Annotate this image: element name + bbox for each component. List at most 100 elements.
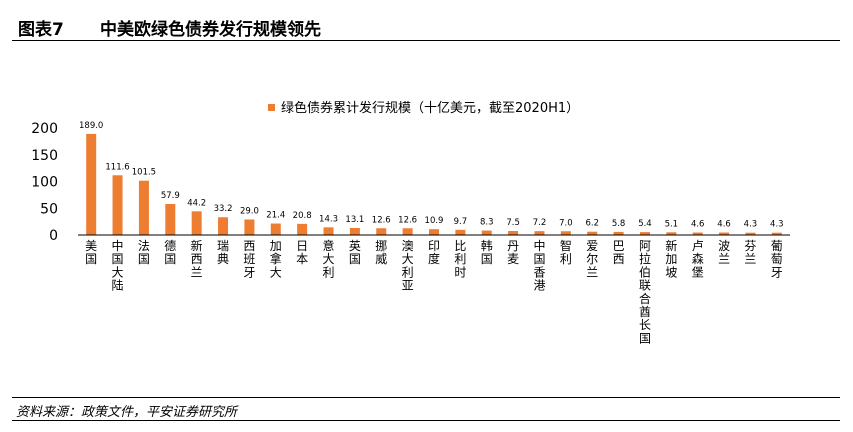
bar (138, 180, 149, 235)
figure-header: 图表7 中美欧绿色债券发行规模领先 (12, 10, 840, 41)
x-tick-label: 本 (296, 252, 308, 266)
legend-label: 绿色债券累计发行规模（十亿美元，截至2020H1） (281, 100, 579, 116)
x-tick-label: 巴 (613, 239, 625, 253)
bar (349, 227, 360, 235)
bar (587, 231, 598, 235)
data-label: 4.3 (770, 220, 784, 230)
x-tick-label: 美 (85, 239, 97, 253)
x-tick-label: 香 (533, 265, 545, 279)
bar (613, 231, 624, 235)
x-tick-label: 芬 (744, 239, 756, 253)
figure-footer: 资料来源：政策文件，平安证券研究所 (12, 397, 840, 421)
x-tick-label: 港 (533, 279, 545, 293)
bar (666, 232, 677, 235)
x-tick-label: 大 (323, 252, 335, 266)
x-tick-label: 丹 (507, 239, 519, 253)
x-tick-label: 伯 (639, 264, 651, 279)
bar (692, 232, 703, 235)
x-tick-label: 班 (243, 252, 255, 266)
data-label: 7.5 (506, 218, 520, 228)
data-label: 101.5 (132, 168, 156, 178)
x-tick-label: 西 (191, 252, 203, 266)
bar (165, 204, 176, 235)
data-label: 111.6 (105, 162, 129, 172)
x-tick-label: 德 (164, 238, 176, 253)
y-tick-label: 100 (31, 175, 58, 191)
x-tick-label: 瑞 (217, 239, 229, 253)
bar (191, 211, 202, 235)
x-tick-label: 兰 (744, 252, 756, 266)
x-tick-label: 加 (665, 252, 677, 266)
data-label: 14.3 (319, 214, 338, 224)
x-tick-label: 新 (191, 238, 203, 253)
data-label: 7.0 (559, 218, 573, 228)
y-tick-label: 50 (40, 201, 58, 217)
x-tick-label: 威 (375, 252, 387, 266)
x-tick-label: 英 (349, 239, 361, 253)
bar (719, 232, 730, 235)
x-tick-label: 波 (718, 239, 730, 253)
bar (429, 229, 439, 235)
data-label: 44.2 (187, 198, 206, 208)
x-tick-label: 拿 (270, 251, 282, 266)
bar (402, 228, 413, 235)
data-label: 6.2 (585, 219, 599, 229)
x-tick-label: 森 (692, 251, 704, 266)
x-tick-label: 卢 (692, 238, 704, 253)
data-label: 12.6 (398, 215, 417, 225)
x-tick-label: 阿 (639, 239, 651, 253)
data-label: 13.1 (345, 215, 364, 225)
bar (745, 232, 756, 235)
x-tick-label: 国 (349, 252, 361, 266)
x-tick-label: 国 (639, 331, 651, 345)
x-tick-label: 兰 (586, 265, 598, 279)
x-tick-label: 意 (323, 238, 335, 253)
bar (218, 217, 229, 235)
data-label: 33.2 (214, 204, 233, 214)
x-tick-label: 国 (112, 252, 124, 266)
data-label: 21.4 (266, 211, 285, 221)
x-tick-label: 日 (296, 239, 308, 253)
x-tick-label: 亚 (402, 279, 414, 293)
data-label: 10.9 (425, 216, 444, 226)
data-label: 12.6 (372, 215, 391, 225)
x-tick-label: 国 (85, 252, 97, 266)
bar (270, 223, 281, 235)
x-tick-label: 葡 (771, 239, 783, 253)
x-tick-label: 时 (454, 265, 466, 279)
x-tick-label: 加 (270, 239, 282, 253)
x-tick-label: 酋 (639, 304, 651, 319)
x-tick-label: 度 (428, 251, 440, 266)
x-tick-label: 印 (428, 239, 440, 253)
x-tick-label: 爱 (586, 239, 598, 253)
x-tick-label: 智 (560, 238, 572, 253)
x-tick-label: 大 (112, 265, 124, 279)
x-tick-label: 典 (217, 252, 229, 266)
x-tick-label: 合 (639, 291, 651, 306)
x-tick-label: 利 (454, 252, 466, 266)
figure-title: 中美欧绿色债券发行规模领先 (100, 20, 321, 40)
bar (481, 230, 492, 235)
x-tick-label: 麦 (507, 252, 519, 266)
x-tick-label: 国 (164, 252, 176, 266)
x-tick-label: 利 (560, 252, 572, 266)
x-tick-label: 兰 (191, 265, 203, 279)
bar (534, 231, 545, 235)
x-tick-label: 拉 (639, 251, 651, 266)
bar (244, 219, 255, 235)
data-label: 8.3 (480, 218, 494, 228)
x-tick-label: 中 (112, 238, 124, 253)
x-tick-label: 利 (323, 265, 335, 279)
x-tick-label: 西 (613, 252, 625, 266)
source-note: 资料来源：政策文件，平安证券研究所 (16, 405, 238, 420)
x-tick-label: 陆 (112, 278, 124, 293)
bar (323, 227, 334, 235)
figure-label: 图表7 (18, 20, 64, 40)
bar (508, 230, 519, 235)
bar (297, 223, 308, 235)
x-tick-label: 西 (243, 239, 255, 253)
legend-swatch (268, 104, 275, 111)
bar (771, 232, 782, 235)
x-tick-label: 堡 (692, 264, 704, 279)
x-tick-label: 中 (533, 238, 545, 253)
